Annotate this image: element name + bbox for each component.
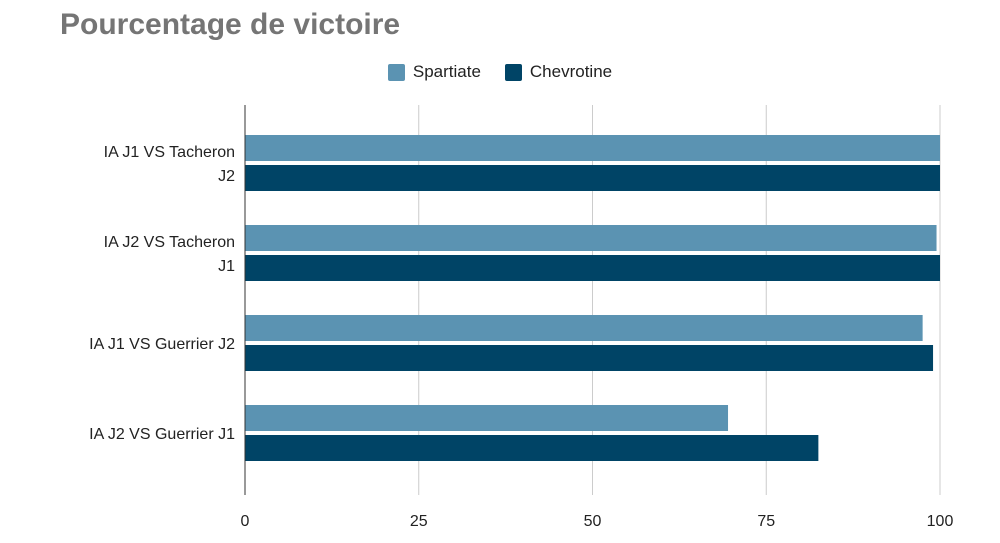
x-tick-label-100: 100	[927, 513, 954, 530]
category-label-line: IA J1 VS Tacheron	[104, 144, 235, 161]
bar-spartiate-1	[245, 225, 937, 251]
bar-chevrotine-1	[245, 255, 940, 281]
bar-spartiate-2	[245, 315, 923, 341]
category-label-line: J2	[218, 168, 235, 185]
x-tick-label-25: 25	[410, 513, 428, 530]
category-label-line: IA J1 VS Guerrier J2	[89, 336, 235, 353]
bar-spartiate-0	[245, 135, 940, 161]
category-label-0: IA J1 VS Tacheron J2	[104, 144, 235, 185]
bar-chevrotine-3	[245, 435, 819, 461]
x-tick-label-0: 0	[241, 513, 250, 530]
bar-chevrotine-0	[245, 165, 940, 191]
x-tick-label-50: 50	[584, 513, 602, 530]
legend-swatch-spartiate	[387, 63, 405, 81]
category-label-line: IA J2 VS Guerrier J1	[89, 426, 235, 443]
legend-item-spartiate: Spartiate	[387, 62, 481, 82]
bar-spartiate-3	[245, 405, 729, 431]
legend-label-chevrotine: Chevrotine	[529, 62, 613, 81]
x-tick-label-75: 75	[757, 513, 775, 530]
category-label-2: IA J1 VS Guerrier J2	[89, 336, 235, 353]
legend-label-spartiate: Spartiate	[412, 62, 481, 81]
category-label-3: IA J2 VS Guerrier J1	[89, 426, 235, 443]
legend-swatch-chevrotine	[504, 63, 522, 81]
legend-item-chevrotine: Chevrotine	[504, 62, 613, 82]
legend: Spartiate Chevrotine	[0, 62, 1000, 82]
category-label-1: IA J2 VS Tacheron J1	[104, 234, 235, 275]
category-label-line: J1	[218, 258, 235, 275]
category-label-line: IA J2 VS Tacheron	[104, 234, 235, 251]
chart-title: Pourcentage de victoire	[60, 8, 401, 41]
bar-chevrotine-2	[245, 345, 934, 371]
